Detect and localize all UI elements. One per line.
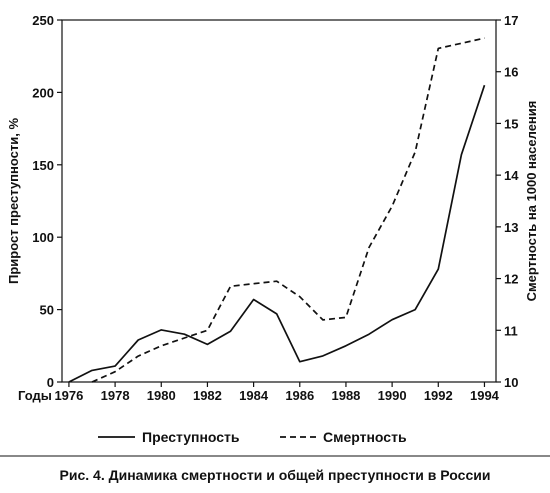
x-tick-label: 1984: [239, 388, 269, 403]
series-line-mortality: [91, 37, 485, 383]
left-tick-label: 0: [47, 375, 54, 390]
x-tick-label: 1976: [54, 388, 83, 403]
right-tick-label: 16: [504, 65, 518, 80]
right-tick-label: 17: [504, 13, 518, 28]
x-tick-label: 1980: [147, 388, 176, 403]
series-line-crime: [68, 84, 486, 383]
x-axis-ticks: 1976 1978 1980 1982 1984 1986 1988 1990 1992 1994: [54, 382, 500, 403]
legend-label-crime: Преступность: [142, 429, 240, 445]
series-layer: [68, 37, 486, 383]
x-tick-label: 1986: [285, 388, 314, 403]
left-tick-label: 200: [32, 85, 54, 100]
right-tick-label: 13: [504, 220, 518, 235]
left-tick-label: 50: [40, 303, 54, 318]
x-tick-label: 1990: [378, 388, 407, 403]
right-axis-label: Смертность на 1000 населения: [524, 101, 539, 302]
figure-caption: Рис. 4. Динамика смертности и общей прес…: [60, 467, 491, 483]
left-axis-label: Прирост преступности, %: [6, 118, 21, 284]
x-tick-label: 1978: [101, 388, 130, 403]
right-tick-label: 11: [504, 323, 518, 338]
left-axis-ticks: 0 50 100 150 200 250: [32, 13, 62, 390]
left-tick-label: 100: [32, 230, 54, 245]
right-axis-ticks: 10 11 12 13 14 15 16 17: [496, 13, 519, 390]
x-axis-label: Годы: [18, 388, 52, 403]
x-tick-label: 1982: [193, 388, 222, 403]
legend: Преступность Смертность: [98, 429, 407, 445]
x-tick-label: 1988: [331, 388, 360, 403]
x-tick-label: 1994: [470, 388, 500, 403]
left-tick-label: 250: [32, 13, 54, 28]
right-tick-label: 12: [504, 272, 518, 287]
left-tick-label: 150: [32, 158, 54, 173]
right-tick-label: 15: [504, 116, 518, 131]
right-tick-label: 14: [504, 168, 519, 183]
plot-frame: [61, 19, 497, 383]
x-tick-label: 1992: [424, 388, 453, 403]
right-tick-label: 10: [504, 375, 518, 390]
legend-label-mortality: Смертность: [323, 429, 407, 445]
